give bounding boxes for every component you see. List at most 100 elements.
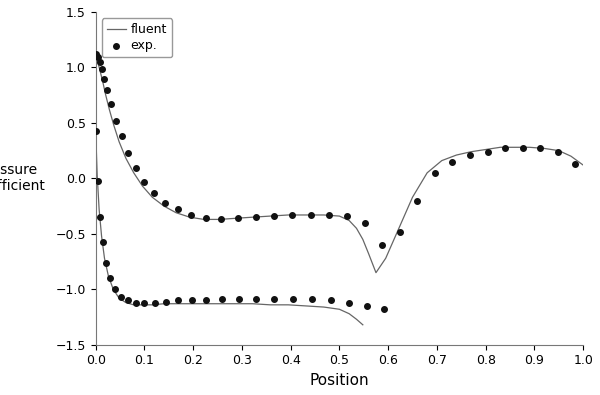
Point <box>326 297 335 304</box>
exp. <box>343 213 352 219</box>
exp. <box>95 59 104 65</box>
fluent <box>92 54 100 59</box>
exp. <box>269 213 278 219</box>
fluent <box>116 139 123 144</box>
exp. <box>173 206 182 213</box>
Point <box>288 296 298 303</box>
exp. <box>553 149 563 155</box>
fluent <box>482 147 489 152</box>
exp. <box>112 117 121 124</box>
fluent <box>284 213 292 217</box>
exp. <box>448 158 457 165</box>
Point <box>123 297 133 304</box>
Point <box>105 275 115 281</box>
fluent <box>424 171 431 175</box>
exp. <box>107 101 116 107</box>
fluent <box>186 215 193 220</box>
fluent <box>353 226 360 231</box>
Point <box>116 294 126 300</box>
Point <box>344 299 354 306</box>
exp. <box>117 133 127 139</box>
fluent <box>97 71 104 75</box>
exp. <box>91 51 101 57</box>
fluent <box>102 92 109 96</box>
X-axis label: Position: Position <box>310 373 369 388</box>
exp. <box>306 212 316 218</box>
Point <box>95 214 105 220</box>
fluent <box>110 123 118 128</box>
Point <box>217 296 227 303</box>
fluent <box>382 256 389 261</box>
Line: fluent: fluent <box>96 56 583 273</box>
fluent <box>497 145 504 150</box>
exp. <box>395 228 404 235</box>
fluent <box>160 204 167 209</box>
fluent <box>173 211 180 215</box>
fluent <box>130 171 137 175</box>
exp. <box>123 150 133 156</box>
fluent <box>359 237 367 242</box>
exp. <box>201 215 211 222</box>
Legend: fluent, exp.: fluent, exp. <box>102 18 172 57</box>
Point <box>234 296 244 303</box>
exp. <box>233 215 243 222</box>
exp. <box>149 190 159 196</box>
exp. <box>93 54 103 60</box>
exp. <box>287 212 297 218</box>
Point <box>307 296 316 303</box>
Point <box>173 297 183 304</box>
exp. <box>325 212 334 218</box>
Point <box>91 128 101 134</box>
exp. <box>500 145 510 152</box>
exp. <box>535 145 545 152</box>
Point <box>202 297 211 304</box>
fluent <box>200 217 208 222</box>
fluent <box>346 218 353 223</box>
fluent <box>100 81 107 85</box>
Point <box>98 239 107 245</box>
exp. <box>100 75 109 82</box>
exp. <box>97 65 106 71</box>
exp. <box>360 220 370 226</box>
exp. <box>571 161 580 167</box>
fluent <box>511 145 518 150</box>
fluent <box>453 153 460 158</box>
fluent <box>232 216 239 221</box>
Point <box>161 298 171 305</box>
fluent <box>266 214 274 218</box>
Point <box>362 303 371 309</box>
fluent <box>320 213 328 217</box>
fluent <box>409 195 416 199</box>
Point <box>269 296 279 303</box>
fluent <box>568 154 575 158</box>
fluent <box>555 148 562 153</box>
exp. <box>251 214 260 220</box>
exp. <box>103 87 112 93</box>
fluent <box>438 158 445 163</box>
fluent <box>394 228 401 233</box>
exp. <box>430 170 440 176</box>
fluent <box>122 156 130 161</box>
exp. <box>217 216 226 222</box>
fluent <box>95 63 102 68</box>
fluent <box>526 145 533 150</box>
Point <box>251 296 261 303</box>
Point <box>187 297 197 304</box>
Y-axis label: Pressure
Coefficient: Pressure Coefficient <box>0 163 46 194</box>
exp. <box>377 242 387 248</box>
fluent <box>106 107 113 112</box>
fluent <box>94 57 101 62</box>
fluent <box>216 217 223 222</box>
exp. <box>465 152 475 158</box>
exp. <box>483 149 493 155</box>
Point <box>110 286 119 292</box>
fluent <box>373 270 380 275</box>
exp. <box>161 199 170 206</box>
Point <box>131 299 140 306</box>
fluent <box>365 252 372 256</box>
fluent <box>580 163 587 167</box>
fluent <box>139 184 146 188</box>
exp. <box>413 198 422 204</box>
exp. <box>140 179 149 185</box>
exp. <box>518 145 527 152</box>
